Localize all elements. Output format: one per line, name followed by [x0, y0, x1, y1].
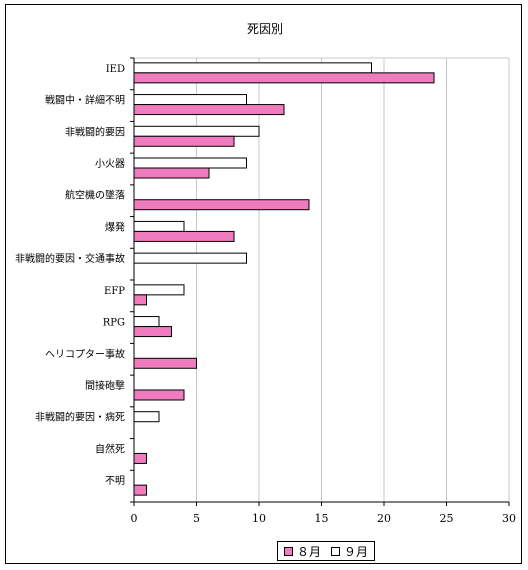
category-label: EFP	[104, 286, 125, 297]
x-tick-label: 30	[502, 512, 516, 525]
chart-frame	[5, 4, 522, 564]
bar-sep	[133, 94, 247, 106]
bar-sep	[133, 62, 372, 74]
bar-aug	[133, 294, 147, 306]
bar-aug	[133, 72, 435, 84]
bar-sep	[133, 411, 160, 423]
bar-aug	[133, 135, 235, 147]
legend-item-aug: ８月	[284, 543, 321, 560]
grid-lines	[134, 57, 510, 502]
x-tick-label: 25	[440, 512, 454, 525]
category-label: IED	[106, 64, 125, 75]
bar-sep	[133, 157, 247, 169]
category-label: 航空機の墜落	[65, 189, 125, 202]
bar-aug	[133, 104, 285, 116]
category-label: 爆発	[105, 220, 125, 233]
legend-item-sep: ９月	[331, 543, 368, 560]
category-label: ヘリコプター事故	[45, 347, 125, 360]
bar-aug	[133, 199, 310, 211]
legend: ８月 ９月	[277, 541, 376, 561]
x-tick-label: 0	[131, 512, 138, 525]
category-label: 非戦闘的要因・病死	[35, 411, 125, 424]
bar-aug	[133, 484, 147, 496]
bar-sep	[133, 125, 260, 137]
axes: 0 5 10 15 20 25 30 IED 戦闘中・詳細不明非戦闘的要因小火器航空機の墜落爆発…	[15, 57, 516, 525]
x-tick-label: 20	[377, 512, 391, 525]
legend-swatch-aug	[284, 546, 293, 556]
category-label: 非戦闘的要因・交通事故	[15, 252, 125, 265]
category-label: 非戦闘的要因	[65, 125, 125, 138]
bar-sep	[133, 252, 247, 264]
legend-swatch-sep	[331, 546, 341, 556]
category-label: 間接砲撃	[85, 379, 125, 392]
legend-label-sep: ９月	[344, 544, 369, 559]
bar-aug	[133, 452, 147, 464]
legend-label-aug: ８月	[297, 544, 322, 559]
bars	[133, 62, 435, 496]
bar-sep	[133, 316, 160, 328]
bar-aug	[133, 357, 197, 369]
category-label: 不明	[105, 475, 125, 487]
category-label: 自然死	[95, 442, 125, 455]
bar-sep	[133, 220, 185, 232]
bar-aug	[133, 389, 185, 401]
category-label: 小火器	[95, 158, 125, 170]
bar-aug	[133, 167, 210, 179]
bar-aug	[133, 230, 235, 242]
x-tick-label: 15	[315, 512, 329, 525]
chart-title: 死因別	[247, 22, 283, 36]
x-tick-label: 5	[193, 512, 200, 525]
bar-sep	[133, 284, 185, 296]
category-label: 戦闘中・詳細不明	[45, 94, 125, 107]
bar-aug	[133, 326, 172, 338]
x-tick-label: 10	[252, 512, 266, 525]
category-label: RPG	[103, 318, 125, 329]
